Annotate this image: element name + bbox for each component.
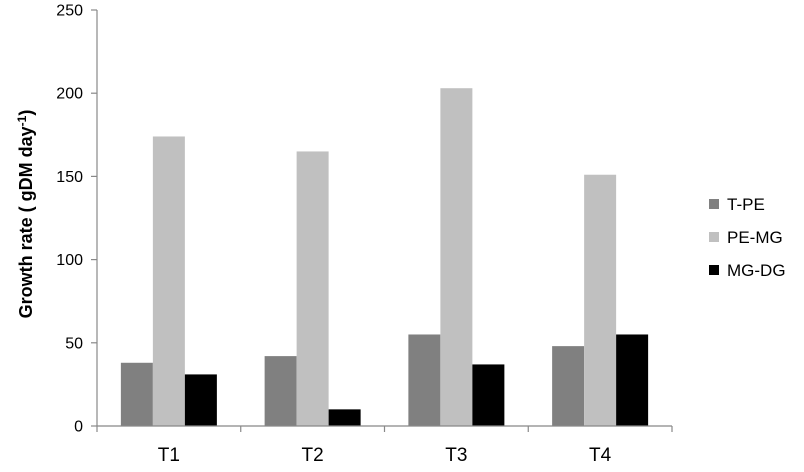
bar-pe-mg-t3 (440, 88, 473, 426)
bar-t-pe-t2 (264, 356, 297, 426)
bar-mg-dg-t4 (616, 334, 649, 426)
x-ticks-group: T1 T2 T3 T4 (96, 426, 673, 466)
bar-t-pe-t3 (408, 334, 441, 426)
y-tick-label: 200 (56, 86, 83, 103)
bar-pe-mg-t4 (584, 174, 617, 426)
x-category-label: T1 (158, 445, 180, 466)
legend-label: T-PE (727, 195, 765, 214)
y-axis-title: Growth rate ( gDM day-1) (15, 110, 36, 319)
x-category-label: T3 (445, 445, 467, 466)
bars-group (120, 88, 649, 427)
y-tick-label: 100 (56, 252, 83, 269)
bar-pe-mg-t2 (296, 151, 329, 426)
bar-t-pe-t1 (120, 362, 153, 426)
legend-swatch (709, 265, 719, 275)
x-category-label: T2 (302, 445, 324, 466)
legend-label: PE-MG (727, 228, 783, 247)
bar-t-pe-t4 (552, 346, 585, 426)
bar-pe-mg-t1 (152, 136, 185, 427)
legend-swatch (709, 199, 719, 209)
legend-label: MG-DG (727, 261, 786, 280)
y-tick-label: 150 (56, 169, 83, 186)
bar-mg-dg-t1 (184, 374, 217, 426)
y-tick-label: 250 (56, 3, 83, 20)
legend: T-PE PE-MG MG-DG (709, 195, 786, 280)
bar-mg-dg-t2 (328, 409, 361, 426)
bar-mg-dg-t3 (472, 364, 505, 426)
y-tick-label: 50 (65, 335, 83, 352)
legend-swatch (709, 232, 719, 242)
y-ticks-group: 0 50 100 150 200 250 (56, 3, 97, 436)
x-category-label: T4 (589, 445, 612, 466)
y-tick-label: 0 (74, 419, 83, 436)
